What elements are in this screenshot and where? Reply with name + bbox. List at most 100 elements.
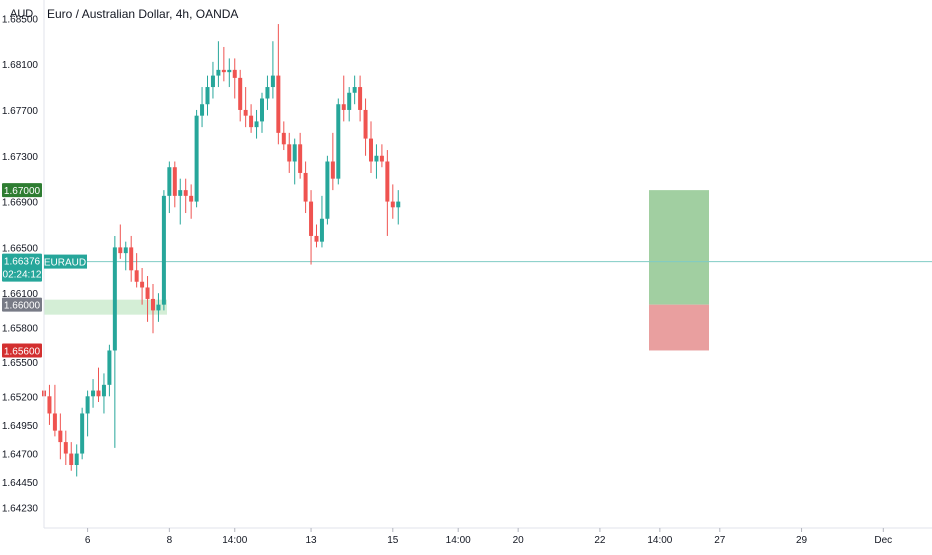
candle-body-down — [183, 190, 188, 196]
x-tick-label: 8 — [167, 535, 173, 546]
candle-body-up — [101, 384, 106, 397]
candle-body-down — [172, 167, 177, 196]
candle-body-up — [123, 247, 128, 254]
candle-body-down — [189, 195, 194, 202]
x-tick-label: 15 — [387, 535, 399, 546]
candle-body-up — [112, 247, 117, 351]
entry-price-text: 1.66000 — [4, 301, 41, 312]
countdown-text: 02:24:12 — [3, 270, 42, 281]
candle-body-up — [107, 350, 112, 385]
candle-body-down — [385, 161, 390, 202]
candle-body-down — [358, 87, 363, 110]
x-tick-label: 14:00 — [647, 535, 672, 546]
candle-body-down — [69, 453, 74, 466]
candle-body-up — [260, 98, 264, 122]
candles-layer — [42, 24, 401, 477]
y-tick-label: 1.65800 — [2, 324, 39, 335]
candle-body-up — [167, 167, 172, 196]
candle-body-down — [63, 442, 68, 454]
candle-body-down — [287, 144, 292, 162]
candle-body-up — [74, 453, 79, 466]
candle-body-down — [243, 109, 248, 116]
y-tick-label: 1.64230 — [2, 503, 39, 514]
y-tick-label: 1.66500 — [2, 243, 39, 254]
candle-body-down — [281, 132, 286, 145]
candle-body-up — [352, 87, 357, 93]
current-price-text: 1.66376 — [4, 257, 41, 268]
target-price-badge — [2, 183, 42, 198]
y-tick-label: 1.64450 — [2, 478, 39, 489]
candle-body-down — [309, 201, 314, 236]
candle-body-up — [194, 115, 199, 202]
candle-body-down — [314, 235, 319, 242]
candle-body-up — [210, 75, 215, 88]
candle-body-down — [96, 390, 101, 397]
candle-body-down — [47, 396, 52, 414]
profit-zone[interactable] — [649, 190, 709, 305]
candle-body-down — [249, 115, 254, 128]
y-tick-label: 1.68100 — [2, 60, 39, 71]
currency-label: AUD — [10, 8, 34, 20]
symbol-text: EURAUD — [44, 258, 86, 269]
x-tick-label: 14:00 — [446, 535, 471, 546]
x-tick-label: 22 — [594, 535, 606, 546]
candle-body-down — [221, 69, 226, 73]
candle-body-down — [129, 247, 134, 271]
candle-body-down — [363, 109, 368, 139]
candle-body-up — [396, 201, 401, 208]
candle-body-down — [58, 430, 63, 443]
candle-body-down — [232, 69, 237, 78]
y-tick-label: 1.64700 — [2, 450, 39, 461]
y-tick-label: 1.64950 — [2, 421, 39, 432]
candle-body-down — [151, 298, 155, 311]
target-price-text: 1.67000 — [4, 186, 41, 197]
candle-body-up — [319, 218, 324, 242]
candle-body-up — [336, 104, 341, 179]
candle-body-down — [52, 413, 57, 431]
y-tick-label: 1.67300 — [2, 152, 39, 163]
candle-body-down — [369, 138, 373, 162]
candle-body-down — [379, 155, 384, 162]
loss-zone[interactable] — [649, 304, 709, 351]
x-tick-label: 20 — [513, 535, 525, 546]
x-tick-label: 29 — [796, 535, 808, 546]
candle-body-up — [254, 121, 259, 128]
candle-body-up — [85, 396, 90, 414]
candle-body-up — [270, 75, 275, 88]
x-tick-label: 6 — [85, 535, 91, 546]
candle-body-up — [91, 390, 96, 397]
candle-body-up — [347, 92, 352, 110]
candle-body-down — [330, 161, 335, 179]
chart-title: Euro / Australian Dollar, 4h, OANDA — [47, 7, 239, 21]
entry-price-badge — [2, 297, 42, 312]
candle-body-up — [265, 87, 270, 99]
candle-body-down — [390, 201, 395, 208]
entry-zone[interactable] — [44, 299, 167, 315]
candle-body-up — [200, 104, 205, 116]
candle-body-up — [227, 69, 232, 73]
position-zones[interactable] — [44, 190, 932, 351]
candle-body-up — [325, 161, 330, 219]
symbol-badge — [44, 254, 87, 269]
candle-body-up — [374, 155, 379, 162]
y-tick-label: 1.65500 — [2, 358, 39, 369]
candle-body-down — [303, 172, 308, 202]
y-tick-label: 1.66100 — [2, 289, 39, 300]
x-tick-label: Dec — [874, 535, 892, 546]
stop-price-text: 1.65600 — [4, 346, 41, 357]
candle-body-down — [238, 77, 243, 110]
candle-body-down — [118, 247, 123, 254]
x-tick-label: 13 — [305, 535, 317, 546]
y-tick-label: 1.65200 — [2, 392, 39, 403]
candle-body-down — [134, 270, 139, 282]
candle-body-down — [145, 287, 150, 299]
candle-body-down — [341, 104, 346, 110]
candle-body-up — [161, 195, 166, 305]
candle-body-down — [276, 75, 281, 133]
candle-body-up — [156, 304, 161, 311]
candle-body-up — [178, 190, 183, 196]
candle-body-up — [292, 144, 297, 162]
